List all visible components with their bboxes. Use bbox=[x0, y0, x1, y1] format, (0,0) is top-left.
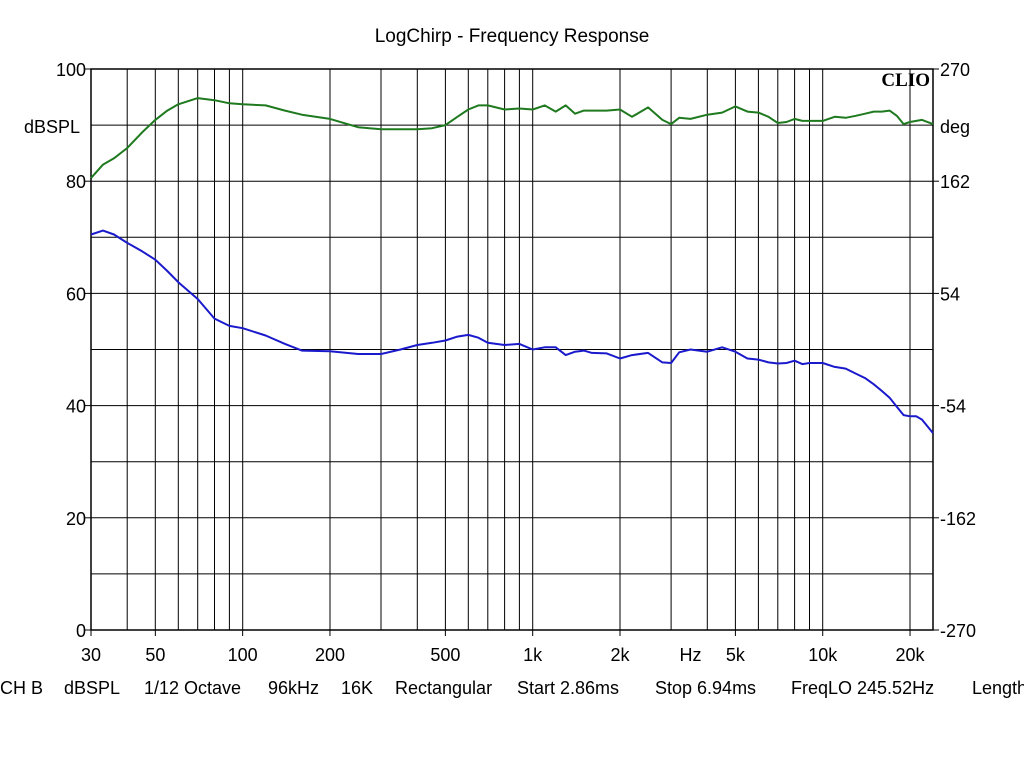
window-label: Rectangular bbox=[395, 678, 493, 698]
y-right-tick-label: -54 bbox=[940, 397, 966, 417]
unit-label: dBSPL bbox=[64, 678, 121, 698]
start-time-label: Start 2.86ms bbox=[517, 678, 620, 698]
data-curves bbox=[90, 97, 934, 434]
y-right-tick-label: 162 bbox=[940, 172, 970, 192]
channel-label: CH B bbox=[0, 678, 44, 698]
y-left-tick-label: 100 bbox=[56, 60, 86, 80]
left-axis-label: dBSPL bbox=[24, 117, 80, 137]
clio-watermark: CLIO bbox=[881, 70, 930, 91]
x-tick-label: 10k bbox=[808, 645, 838, 665]
x-tick-label: 50 bbox=[145, 645, 165, 665]
measurement-settings-bar: CH B dBSPL 1/12 Octave 96kHz 16K Rectang… bbox=[0, 678, 1024, 700]
x-tick-label: 1k bbox=[523, 645, 543, 665]
y-left-tick-label: 60 bbox=[66, 284, 86, 304]
sample-rate-label: 96kHz bbox=[268, 678, 320, 698]
y-right-tick-label: -270 bbox=[940, 621, 976, 641]
y-right-tick-label: 54 bbox=[940, 284, 960, 304]
fft-size-label: 16K bbox=[341, 678, 374, 698]
axis-ticks: 30 50 100 200 500 1k 2k 5k 10k 20k 0 20 40 60 80 100 -27… bbox=[56, 60, 976, 665]
magnitude-curve bbox=[90, 229, 934, 434]
smoothing-label: 1/12 Octave bbox=[144, 678, 242, 698]
x-axis-unit-label: Hz bbox=[680, 645, 702, 665]
y-right-tick-label: -162 bbox=[940, 509, 976, 529]
length-label: Length bbox=[972, 678, 1024, 698]
chart-title: LogChirp - Frequency Response bbox=[375, 26, 650, 47]
plot-grid bbox=[91, 69, 933, 630]
y-left-tick-label: 40 bbox=[66, 397, 86, 417]
x-tick-label: 200 bbox=[315, 645, 345, 665]
x-tick-label: 30 bbox=[81, 645, 101, 665]
x-tick-label: 2k bbox=[610, 645, 630, 665]
stop-time-label: Stop 6.94ms bbox=[655, 678, 757, 698]
x-tick-label: 100 bbox=[228, 645, 258, 665]
x-tick-label: 20k bbox=[896, 645, 926, 665]
y-left-tick-label: 80 bbox=[66, 172, 86, 192]
y-left-tick-label: 0 bbox=[76, 621, 86, 641]
phase-curve bbox=[90, 97, 934, 179]
freq-lo-label: FreqLO 245.52Hz bbox=[791, 678, 935, 698]
y-left-tick-label: 20 bbox=[66, 509, 86, 529]
x-tick-label: 5k bbox=[726, 645, 746, 665]
right-axis-label: deg bbox=[940, 117, 970, 137]
plot-frame bbox=[90, 68, 934, 631]
x-tick-label: 500 bbox=[430, 645, 460, 665]
y-right-tick-label: 270 bbox=[940, 60, 970, 80]
